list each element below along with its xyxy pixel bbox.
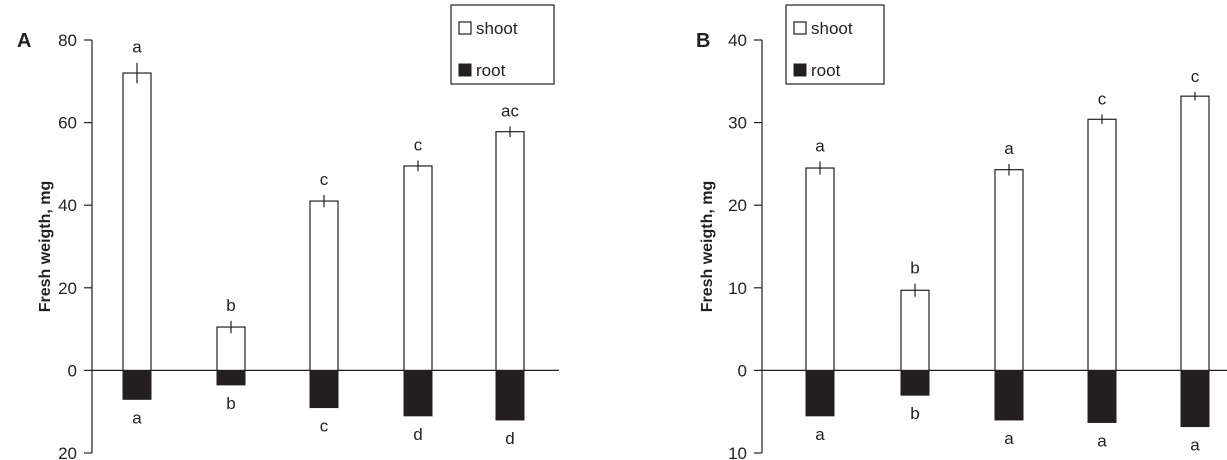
bar-root	[216, 369, 246, 386]
y-tick-label: 0	[68, 361, 77, 380]
bar-shoot	[216, 326, 246, 372]
sig-letter-shoot: a	[1004, 139, 1014, 158]
legend-label-shoot: shoot	[811, 19, 853, 38]
sig-letter-shoot: b	[226, 296, 235, 315]
panel-label: A	[17, 30, 31, 52]
y-axis-label: Fresh weigth, mg	[699, 181, 716, 313]
y-tick-label: 20	[728, 196, 747, 215]
sig-letter-root: a	[1004, 429, 1014, 448]
sig-letter-shoot: c	[320, 170, 329, 189]
sig-letter-root: a	[1097, 431, 1107, 450]
bar-root	[1087, 369, 1117, 423]
sig-letter-root: a	[815, 425, 825, 444]
y-tick-label: 0	[738, 361, 747, 380]
legend-label-root: root	[811, 61, 841, 80]
legend-swatch-root	[793, 63, 807, 77]
sig-letter-shoot: c	[1191, 67, 1200, 86]
sig-letter-shoot: a	[132, 38, 142, 57]
bar-root	[122, 369, 152, 400]
panel-a: A Fresh weigth, mg 80 60 40 20 0 20 a b c d d a b c c ac s…	[17, 4, 559, 460]
bar-shoot	[900, 289, 930, 372]
bar-shoot	[805, 167, 835, 371]
sig-letter-root: b	[910, 404, 919, 423]
bar-root	[309, 369, 339, 409]
bar-shoot	[403, 165, 433, 371]
y-tick-label: 40	[728, 31, 747, 50]
sig-letter-root: d	[505, 429, 514, 448]
legend-swatch-root	[458, 63, 472, 77]
legend-label-shoot: shoot	[476, 19, 518, 38]
sig-letter-shoot: a	[815, 136, 825, 155]
sig-letter-root: b	[226, 394, 235, 413]
y-axis-label: Fresh weigth, mg	[37, 181, 54, 313]
legend-swatch-shoot	[793, 21, 807, 35]
bar-shoot	[1087, 118, 1117, 372]
sig-letter-shoot: ac	[501, 101, 519, 120]
y-tick-label: 40	[58, 196, 77, 215]
y-tick-label: 10	[728, 279, 747, 298]
legend-label-root: root	[476, 61, 506, 80]
legend: shoot root	[785, 4, 885, 85]
y-tick-label: 20	[58, 279, 77, 298]
panel-label: B	[696, 30, 710, 52]
sig-letter-shoot: c	[414, 136, 423, 155]
legend: shoot root	[450, 4, 555, 85]
sig-letter-root: a	[132, 408, 142, 427]
bar-root	[805, 369, 835, 417]
y-tick-label: 80	[58, 31, 77, 50]
bar-shoot	[1180, 95, 1210, 371]
bar-root	[1180, 369, 1210, 428]
sig-letter-shoot: c	[1098, 89, 1107, 108]
y-tick-label: 20	[58, 444, 77, 460]
y-tick-label: 30	[728, 114, 747, 133]
bar-root	[403, 369, 433, 417]
bar-shoot	[495, 131, 525, 372]
bar-root	[495, 369, 525, 421]
y-tick-label: 60	[58, 114, 77, 133]
bar-root	[900, 369, 930, 396]
sig-letter-shoot: b	[910, 259, 919, 278]
sig-letter-root: d	[413, 425, 422, 444]
sig-letter-root: a	[1190, 436, 1200, 455]
bar-shoot	[309, 200, 339, 372]
bar-root	[994, 369, 1024, 421]
legend-swatch-shoot	[458, 21, 472, 35]
panel-b: B Fresh weigth, mg 40 30 20 10 0 10 a b a a a a b a c c sh…	[696, 4, 1227, 460]
sig-letter-root: c	[320, 417, 329, 436]
bar-shoot	[122, 72, 152, 371]
bar-shoot	[994, 169, 1024, 372]
y-tick-label: 10	[728, 444, 747, 460]
